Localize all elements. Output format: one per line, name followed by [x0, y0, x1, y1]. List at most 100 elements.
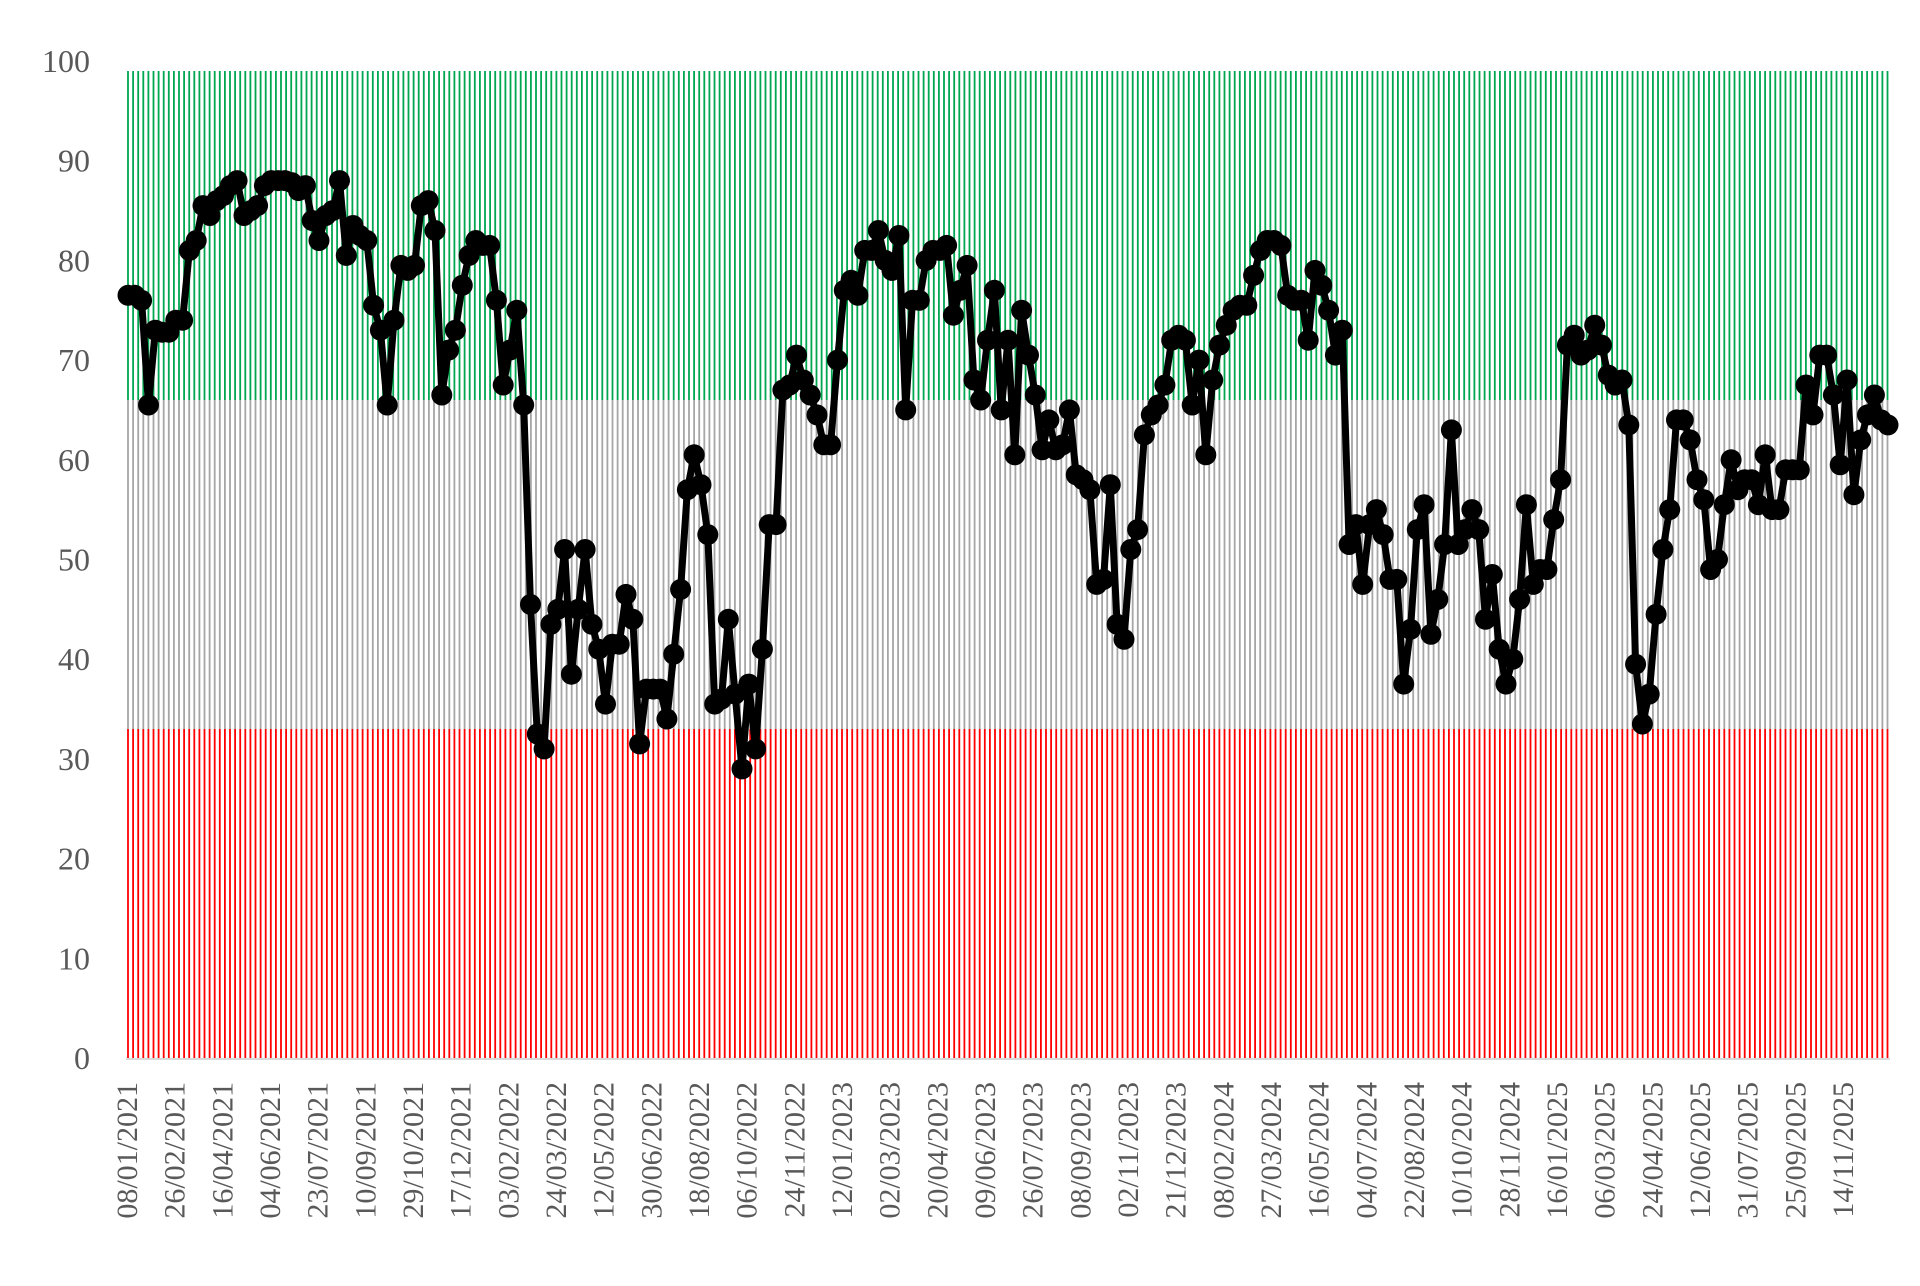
data-point — [970, 389, 992, 411]
data-point — [1638, 683, 1660, 705]
data-point — [1324, 344, 1346, 366]
background-bands — [127, 71, 1889, 1058]
data-point — [567, 598, 589, 620]
data-point — [1741, 469, 1763, 491]
data-point — [1365, 499, 1387, 521]
data-point — [1877, 414, 1899, 436]
data-point — [417, 190, 439, 212]
data-point — [1113, 628, 1135, 650]
data-point — [581, 613, 603, 635]
data-point — [1181, 394, 1203, 416]
data-point — [936, 234, 958, 256]
y-tick-label: 10 — [58, 940, 90, 976]
series-line-group — [117, 170, 1899, 780]
data-point — [1154, 374, 1176, 396]
x-tick-label: 12/01/2023 — [826, 1082, 859, 1219]
data-point — [424, 220, 446, 241]
data-point — [608, 633, 630, 655]
data-point — [1836, 369, 1858, 391]
data-point — [1829, 454, 1851, 476]
data-point — [799, 384, 821, 406]
data-point — [1127, 519, 1149, 541]
x-tick-label: 02/03/2023 — [874, 1082, 907, 1219]
x-tick-label: 24/04/2025 — [1636, 1082, 1669, 1219]
data-point — [949, 279, 971, 301]
x-tick-label: 16/01/2025 — [1541, 1082, 1574, 1219]
x-tick-label: 14/11/2025 — [1827, 1082, 1860, 1218]
data-point — [1093, 568, 1114, 590]
x-tick-label: 08/01/2021 — [111, 1082, 144, 1219]
data-point — [1795, 374, 1817, 396]
data-point — [663, 643, 685, 665]
data-point — [717, 608, 739, 630]
data-point — [131, 289, 153, 311]
data-point — [1420, 623, 1442, 645]
x-tick-label: 04/07/2024 — [1350, 1082, 1383, 1219]
y-tick-label: 100 — [42, 43, 90, 79]
data-point — [554, 539, 576, 560]
data-point — [1686, 469, 1708, 491]
data-point — [745, 738, 767, 760]
data-point — [492, 374, 514, 396]
data-point — [363, 294, 385, 316]
data-point — [226, 170, 248, 192]
x-tick-label: 24/11/2022 — [778, 1082, 811, 1218]
data-point — [138, 394, 159, 416]
data-point — [404, 254, 425, 276]
data-point — [1311, 274, 1333, 296]
data-point — [513, 394, 535, 416]
data-point — [983, 279, 1005, 301]
x-tick-label: 06/10/2022 — [731, 1082, 764, 1219]
data-point — [1802, 404, 1824, 426]
y-tick-label: 50 — [58, 542, 90, 578]
data-point — [1372, 524, 1394, 546]
x-tick-label: 26/07/2023 — [1017, 1082, 1050, 1219]
data-point — [1645, 603, 1667, 625]
x-tick-label: 24/03/2022 — [540, 1082, 573, 1219]
data-point — [1427, 588, 1449, 610]
x-tick-label: 27/03/2024 — [1255, 1082, 1288, 1219]
data-point — [1843, 484, 1865, 506]
data-point — [1652, 539, 1674, 560]
data-point — [1243, 264, 1265, 286]
data-point — [1133, 424, 1155, 446]
data-point — [356, 230, 378, 251]
data-point — [185, 230, 207, 251]
data-point — [895, 399, 917, 421]
data-point — [1475, 608, 1496, 630]
data-point — [1591, 334, 1612, 356]
y-tick-label: 80 — [58, 242, 90, 278]
data-point — [656, 708, 678, 730]
data-point — [1502, 648, 1524, 670]
x-tick-label: 28/11/2024 — [1493, 1082, 1526, 1218]
y-tick-label: 90 — [58, 143, 90, 179]
x-tick-label: 18/08/2022 — [683, 1082, 716, 1219]
data-point — [1468, 519, 1490, 541]
data-point — [294, 175, 316, 197]
data-point — [881, 259, 903, 281]
data-point — [1202, 369, 1224, 391]
data-point — [615, 583, 637, 605]
data-point — [1318, 299, 1340, 321]
data-point — [451, 274, 473, 296]
data-point — [997, 329, 1019, 351]
data-point — [520, 593, 541, 615]
data-point — [1822, 384, 1844, 406]
x-tick-label: 02/11/2023 — [1112, 1082, 1145, 1218]
data-point — [1004, 444, 1026, 466]
x-tick-label: 03/02/2022 — [492, 1082, 525, 1219]
data-point — [670, 578, 692, 600]
data-point — [1386, 568, 1408, 590]
data-point — [322, 200, 344, 222]
data-point — [560, 663, 582, 685]
y-tick-label: 30 — [58, 741, 90, 777]
x-tick-label: 06/03/2025 — [1589, 1082, 1622, 1219]
data-point — [1297, 329, 1319, 351]
x-tick-label: 10/09/2021 — [349, 1082, 382, 1219]
data-point — [1270, 234, 1292, 256]
data-point — [1754, 444, 1776, 466]
x-tick-label: 12/05/2022 — [588, 1082, 621, 1219]
data-point — [1440, 419, 1462, 441]
data-point — [629, 733, 651, 755]
y-tick-label: 40 — [58, 641, 90, 677]
